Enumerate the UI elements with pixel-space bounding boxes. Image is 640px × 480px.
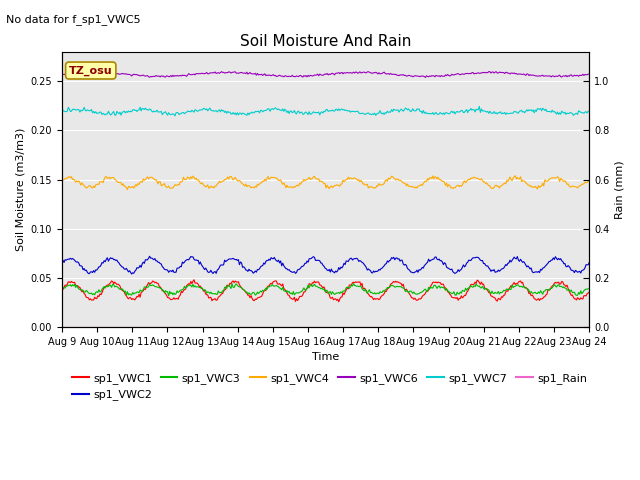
Text: No data for f_sp1_VWC5: No data for f_sp1_VWC5 bbox=[6, 14, 141, 25]
Legend: sp1_VWC1, sp1_VWC2, sp1_VWC3, sp1_VWC4, sp1_VWC6, sp1_VWC7, sp1_Rain: sp1_VWC1, sp1_VWC2, sp1_VWC3, sp1_VWC4, … bbox=[67, 369, 591, 405]
X-axis label: Time: Time bbox=[312, 352, 339, 362]
Title: Soil Moisture And Rain: Soil Moisture And Rain bbox=[240, 34, 412, 49]
Y-axis label: Rain (mm): Rain (mm) bbox=[615, 160, 625, 219]
Text: TZ_osu: TZ_osu bbox=[69, 65, 113, 76]
Y-axis label: Soil Moisture (m3/m3): Soil Moisture (m3/m3) bbox=[15, 128, 25, 251]
